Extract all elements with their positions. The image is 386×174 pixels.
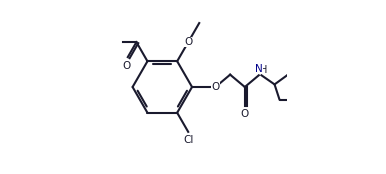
Text: N: N <box>255 64 262 74</box>
Text: H: H <box>259 65 267 74</box>
Text: O: O <box>184 37 192 47</box>
Text: O: O <box>241 109 249 119</box>
Text: O: O <box>123 61 131 70</box>
Text: Cl: Cl <box>183 135 193 145</box>
Text: O: O <box>212 82 220 92</box>
